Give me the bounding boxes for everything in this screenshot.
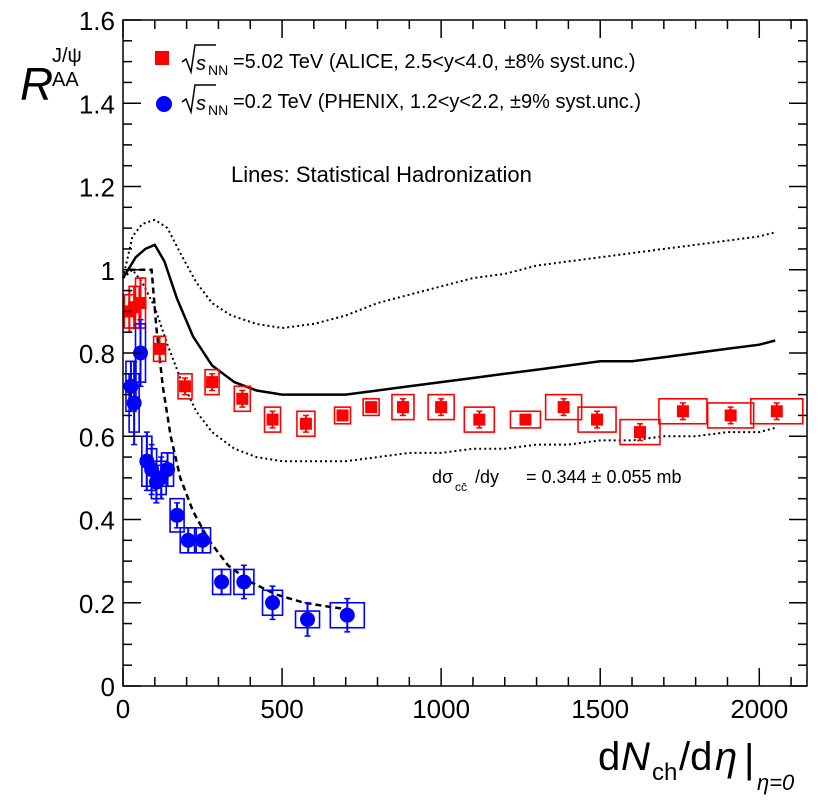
y-axis-title-sup: J/ψ — [52, 45, 82, 67]
curve-sh-rhic — [129, 268, 346, 611]
syst-box — [177, 373, 193, 400]
data-point — [300, 611, 316, 627]
data-point — [339, 607, 355, 623]
syst-box — [706, 402, 755, 429]
legend-phenix-text: =0.2 TeV (PHENIX, 1.2<y<2.2, ±9% syst.un… — [233, 91, 641, 113]
data-point — [179, 380, 192, 393]
syst-box — [619, 418, 661, 446]
data-point — [206, 376, 219, 389]
x-axis-title-slash-d: /d — [679, 735, 712, 779]
data-point — [633, 426, 646, 439]
cross-section-value: = 0.344 ± 0.055 mb — [526, 467, 682, 487]
y-axis-title: R J/ψ AA — [20, 45, 82, 110]
data-point — [265, 595, 281, 611]
y-axis-title-r: R — [20, 58, 53, 110]
x-tick-label: 1500 — [571, 694, 629, 724]
y-tick-label: 1.2 — [79, 173, 115, 203]
data-point — [126, 395, 142, 411]
legend-alice-sqrt-s: s — [196, 53, 206, 75]
legend-alice-sqrt-sub: NN — [208, 62, 228, 78]
data-point — [236, 392, 249, 405]
legend-entry-alice: s NN =5.02 TeV (ALICE, 2.5<y<4.0, ±8% sy… — [155, 44, 636, 78]
legend-phenix-sqrt-s: s — [196, 93, 206, 115]
legend-marker-circle — [156, 96, 172, 112]
data-point — [770, 405, 783, 418]
legend: s NN =5.02 TeV (ALICE, 2.5<y<4.0, ±8% sy… — [155, 44, 641, 118]
y-tick-label: 0.6 — [79, 422, 115, 452]
y-tick-label: 0.4 — [79, 506, 115, 536]
x-tick-label: 0 — [116, 694, 130, 724]
curve-sh-upper — [122, 218, 776, 330]
y-tick-label: 1 — [101, 256, 115, 286]
syst-box — [577, 406, 617, 433]
syst-box — [391, 393, 415, 421]
y-tick-label: 1.4 — [79, 89, 115, 119]
legend-marker-square — [155, 51, 169, 65]
cross-section-sub: cc̄ — [455, 480, 467, 494]
syst-box — [233, 385, 252, 413]
data-point — [435, 401, 448, 414]
data-point — [557, 401, 570, 414]
data-point — [299, 417, 312, 430]
x-axis-title-bar: | — [744, 737, 754, 781]
syst-box — [509, 410, 542, 429]
syst-box — [263, 406, 282, 433]
sqrt-symbol-icon — [181, 84, 216, 115]
data-point — [676, 405, 689, 418]
data-point — [473, 413, 486, 426]
syst-box — [296, 410, 316, 438]
data-point — [365, 401, 378, 414]
x-tick-label: 1000 — [412, 694, 470, 724]
x-tick-label: 2000 — [730, 694, 788, 724]
data-point — [591, 413, 604, 426]
data-point — [396, 401, 409, 414]
curve-sh-central — [121, 243, 776, 396]
legend-entry-phenix: s NN =0.2 TeV (PHENIX, 1.2<y<2.2, ±9% sy… — [156, 84, 641, 118]
syst-box — [427, 393, 455, 421]
y-tick-label: 0 — [101, 672, 115, 702]
data-point — [336, 409, 349, 422]
x-axis-title: d N ch /d η | η=0 — [598, 735, 795, 795]
data-point — [266, 413, 279, 426]
syst-box — [463, 406, 496, 433]
x-axis-title-sub: η=0 — [757, 770, 795, 795]
syst-box — [333, 406, 352, 425]
data-point — [236, 574, 252, 590]
y-axis-title-sub: AA — [52, 69, 79, 91]
data-point — [160, 462, 176, 478]
y-tick-label: 0.8 — [79, 339, 115, 369]
syst-box — [749, 397, 804, 425]
annotation-cross-section: dσ cc̄ /dy = 0.344 ± 0.055 mb — [432, 467, 682, 494]
data-point — [214, 574, 230, 590]
cross-section-mid: /dy — [475, 467, 499, 487]
cross-section-prefix: dσ — [432, 467, 453, 487]
x-axis-title-d1: d — [598, 735, 620, 779]
x-axis-title-n: N — [621, 735, 650, 779]
syst-box — [362, 397, 380, 417]
data-point — [169, 507, 185, 523]
syst-box — [204, 368, 220, 396]
x-tick-label: 500 — [260, 694, 303, 724]
x-axis-title-ch: ch — [652, 759, 677, 786]
annotation-lines: Lines: Statistical Hadronization — [231, 162, 532, 187]
data-point — [153, 342, 166, 355]
y-tick-label: 1.6 — [79, 6, 115, 36]
sqrt-symbol-icon — [181, 44, 216, 75]
data-point — [134, 297, 147, 310]
legend-phenix-sqrt-sub: NN — [208, 102, 228, 118]
x-axis-title-eta: η — [715, 735, 737, 779]
y-tick-label: 0.2 — [79, 589, 115, 619]
data-point — [724, 409, 737, 422]
data-point — [519, 413, 532, 426]
data-point — [180, 532, 196, 548]
data-point — [195, 532, 211, 548]
series-alice — [123, 277, 804, 446]
legend-alice-text: =5.02 TeV (ALICE, 2.5<y<4.0, ±8% syst.un… — [233, 51, 636, 73]
